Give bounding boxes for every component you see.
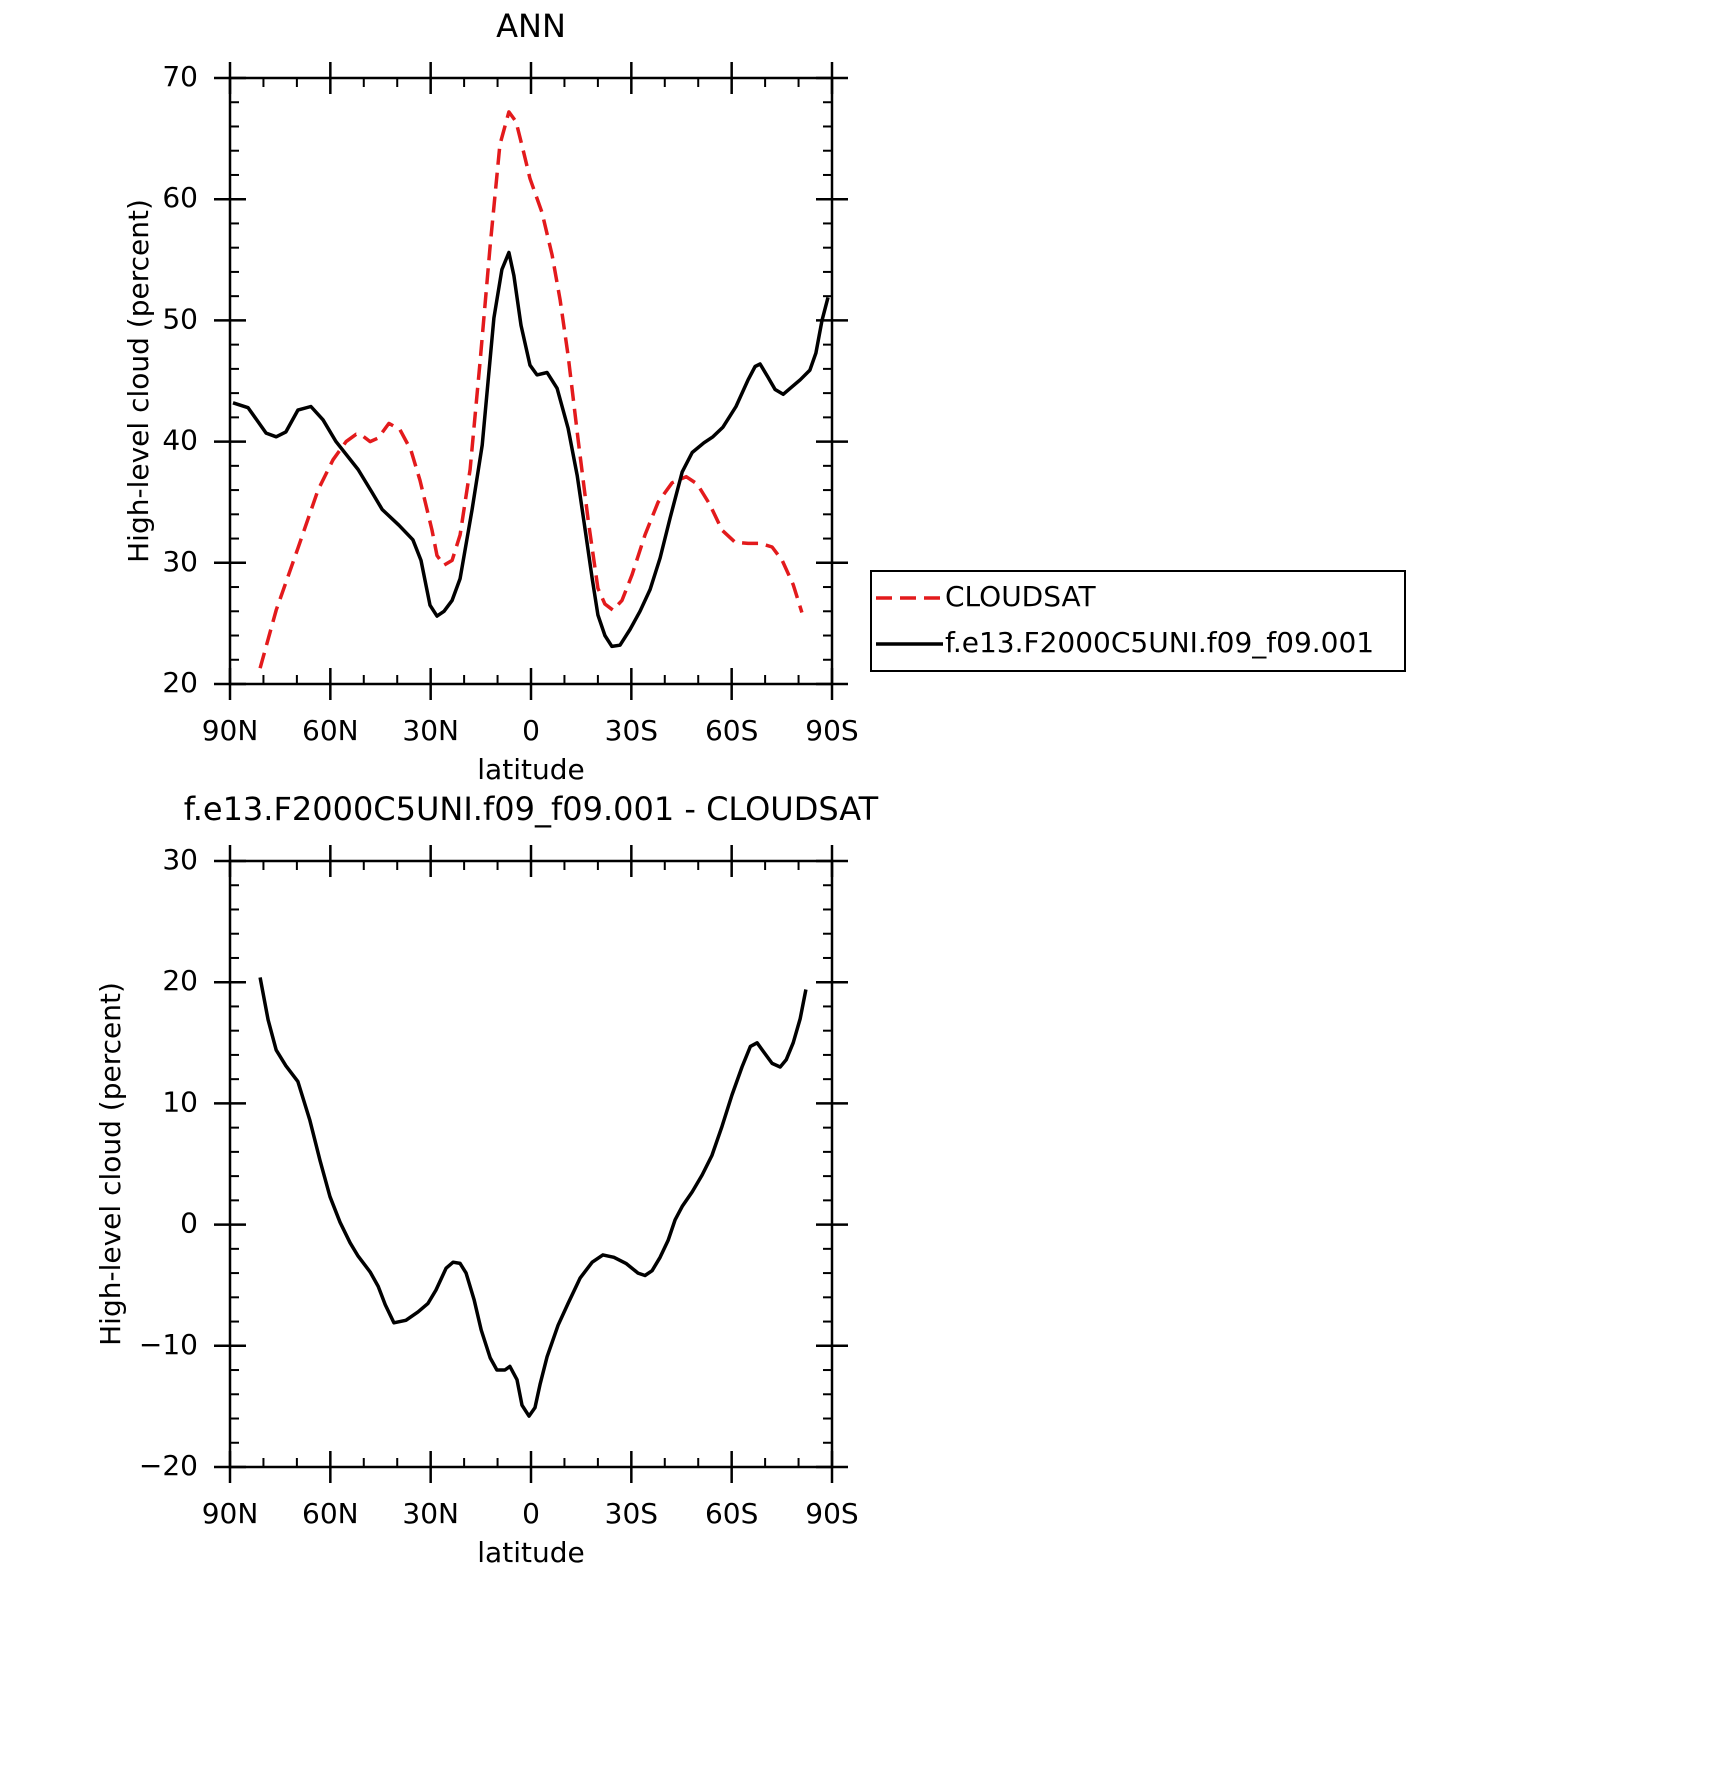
- x-tick-label: 60N: [302, 1497, 359, 1530]
- x-tick-label: 0: [522, 1497, 540, 1530]
- legend: CLOUDSAT f.e13.F2000C5UNI.f09_f09.001: [870, 570, 1406, 672]
- x-tick-label: 90S: [805, 1497, 858, 1530]
- x-axis-label: latitude: [477, 1536, 584, 1569]
- y-tick-label: 20: [162, 666, 198, 699]
- y-tick-label: 0: [180, 1207, 198, 1240]
- plot-frame: [228, 76, 834, 686]
- series-line: [258, 110, 804, 669]
- x-tick-label: 30S: [605, 714, 658, 747]
- x-tick-label: 60S: [705, 1497, 758, 1530]
- y-tick-label: 60: [162, 181, 198, 214]
- x-tick-label: 0: [522, 714, 540, 747]
- x-tick-label: 90N: [202, 1497, 259, 1530]
- series-line: [232, 250, 830, 649]
- legend-frame: [870, 570, 1406, 672]
- y-tick-label: 30: [162, 545, 198, 578]
- x-tick-label: 90N: [202, 714, 259, 747]
- x-tick-label: 30N: [402, 714, 459, 747]
- legend-label: CLOUDSAT: [945, 580, 1097, 613]
- x-tick-label: 30N: [402, 1497, 459, 1530]
- chart-title: ANN: [496, 7, 566, 45]
- y-tick-label: 10: [162, 1085, 198, 1118]
- x-tick-label: 30S: [605, 1497, 658, 1530]
- x-tick-label: 60N: [302, 714, 359, 747]
- y-tick-label: −10: [139, 1328, 198, 1361]
- x-tick-label: 60S: [705, 714, 758, 747]
- y-tick-label: 30: [162, 843, 198, 876]
- series-line: [258, 977, 808, 1418]
- y-tick-label: 20: [162, 964, 198, 997]
- x-axis-label: latitude: [477, 753, 584, 786]
- chart-title: f.e13.F2000C5UNI.f09_f09.001 - CLOUDSAT: [184, 790, 879, 828]
- y-tick-label: 50: [162, 302, 198, 335]
- y-tick-label: −20: [139, 1449, 198, 1482]
- x-tick-label: 90S: [805, 714, 858, 747]
- y-tick-label: 40: [162, 424, 198, 457]
- y-tick-label: 70: [162, 60, 198, 93]
- chart: f.e13.F2000C5UNI.f09_f09.001 - CLOUDSAT l…: [94, 790, 879, 1569]
- y-axis-label: High-level cloud (percent): [122, 199, 155, 563]
- chart: ANN latitude High-level cloud (percent) 20 3…: [122, 7, 1406, 786]
- legend-label: f.e13.F2000C5UNI.f09_f09.001: [945, 626, 1374, 659]
- y-axis-label: High-level cloud (percent): [94, 982, 127, 1346]
